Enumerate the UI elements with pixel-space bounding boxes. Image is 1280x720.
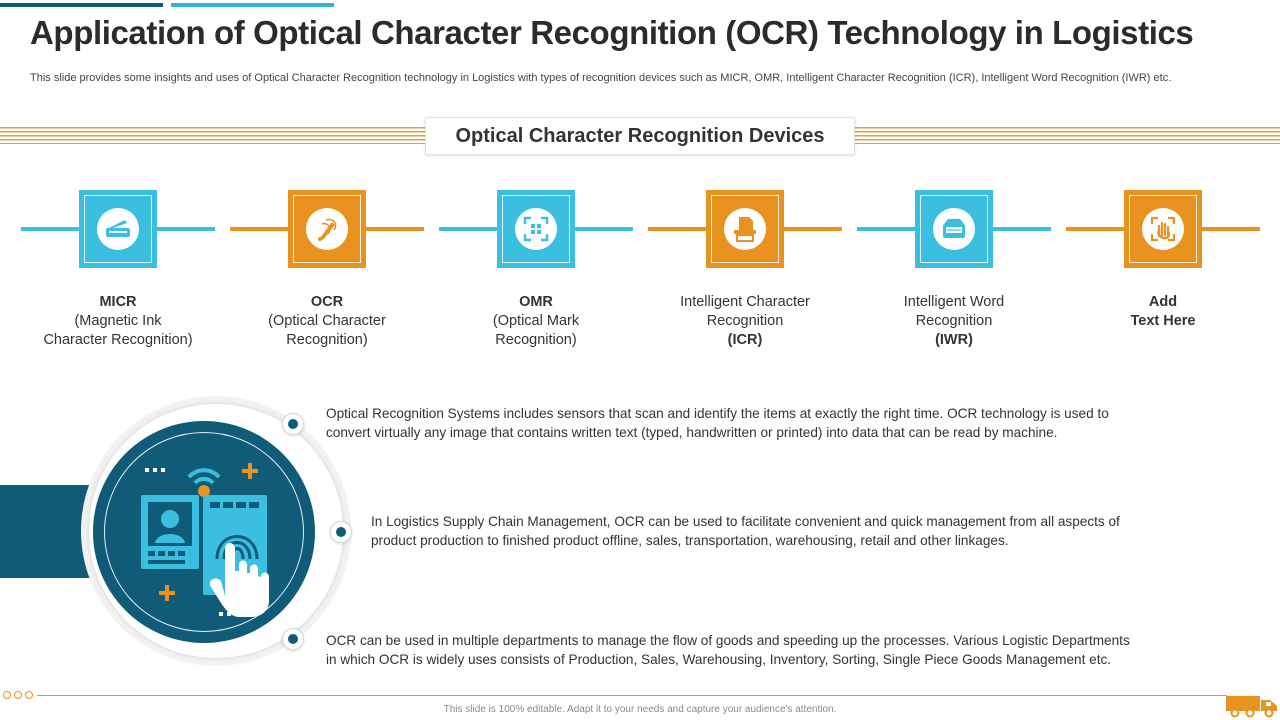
face-scan-icon: [515, 208, 557, 250]
footer-divider: [37, 695, 1227, 696]
point-line: convert virtually any image that contain…: [326, 425, 1058, 440]
device-label-line: (Optical Character: [268, 313, 386, 329]
device-label-line: (ICR): [727, 332, 763, 348]
point-line: OCR can be used in multiple departments …: [326, 633, 1130, 648]
device-label-add-text: Add Text Here: [1063, 293, 1263, 331]
device-label-icr: Intelligent Character Recognition (ICR): [645, 293, 845, 350]
device-card-ocr: [288, 190, 366, 268]
device-label-line: OMR: [519, 294, 553, 310]
truck-icon: [1226, 696, 1277, 718]
bullet-marker: [282, 413, 304, 435]
device-label-line: Recognition): [286, 332, 368, 348]
illustration-ring: [104, 432, 304, 632]
top-accent-bar-light: [171, 3, 334, 7]
point-line: product production to finished product o…: [371, 533, 1009, 548]
footer-dots: [3, 691, 33, 699]
device-label-line: (IWR): [935, 332, 973, 348]
device-label-line: MICR: [99, 294, 137, 310]
top-accent-bar-dark: [0, 3, 163, 7]
device-label-line: Recognition: [915, 313, 993, 329]
device-label-omr: OMR (Optical Mark Recognition): [436, 293, 636, 350]
scanner-icon: [97, 208, 139, 250]
device-label-line: Text Here: [1130, 313, 1196, 329]
bullet-marker: [330, 521, 352, 543]
device-card-iwr: [915, 190, 993, 268]
footer-note: This slide is 100% editable. Adapt it to…: [443, 704, 837, 715]
device-label-iwr: Intelligent Word Recognition (IWR): [854, 293, 1054, 350]
device-label-micr: MICR (Magnetic Ink Character Recognition…: [18, 293, 218, 350]
device-label-line: OCR: [310, 294, 344, 310]
device-label-line: Recognition): [495, 332, 577, 348]
device-label-line: (Magnetic Ink: [74, 313, 162, 329]
decorative-stripes-right: [855, 127, 1280, 144]
hand-scan-icon: [1142, 208, 1184, 250]
point-3: OCR can be used in multiple departments …: [326, 631, 1130, 669]
device-label-line: Add: [1148, 294, 1178, 310]
point-line: in which OCR is widely uses consists of …: [326, 652, 1112, 667]
device-label-ocr: OCR (Optical Character Recognition): [227, 293, 427, 350]
device-card-icr: [706, 190, 784, 268]
bullet-marker: [282, 628, 304, 650]
device-card-add-text: [1124, 190, 1202, 268]
point-1: Optical Recognition Systems includes sen…: [326, 404, 1109, 442]
point-line: In Logistics Supply Chain Management, OC…: [371, 514, 1120, 529]
fingerprint-recognition-icon: [141, 463, 269, 617]
device-label-line: Character Recognition): [43, 332, 193, 348]
decorative-stripes-left: [0, 127, 425, 144]
device-label-line: Intelligent Word: [903, 294, 1005, 310]
device-card-micr: [79, 190, 157, 268]
device-label-line: Intelligent Character: [680, 294, 810, 310]
devices-heading: Optical Character Recognition Devices: [425, 117, 855, 155]
device-card-omr: [497, 190, 575, 268]
page-title: Application of Optical Character Recogni…: [30, 14, 1194, 51]
flatbed-scanner-icon: [933, 208, 975, 250]
device-label-line: (Optical Mark: [492, 313, 580, 329]
page-subtitle: This slide provides some insights and us…: [30, 72, 1172, 84]
document-scanner-icon: [724, 208, 766, 250]
pen-drawing-icon: [306, 208, 348, 250]
device-label-line: Recognition: [706, 313, 784, 329]
point-line: Optical Recognition Systems includes sen…: [326, 406, 1109, 421]
point-2: In Logistics Supply Chain Management, OC…: [371, 512, 1120, 550]
